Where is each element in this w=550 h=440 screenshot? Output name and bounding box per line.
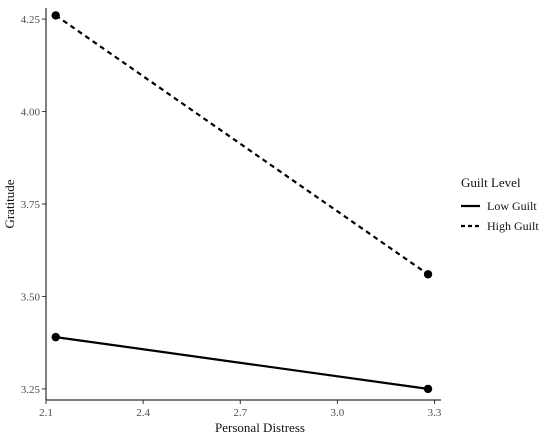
x-tick-label: 3.0 [331, 407, 345, 419]
y-tick-label: 3.75 [21, 199, 41, 211]
y-axis-title: Gratitude [2, 179, 17, 228]
data-point-low-guilt [51, 332, 60, 342]
x-tick-label: 2.4 [136, 407, 150, 419]
x-tick-label: 2.1 [39, 407, 53, 419]
y-tick-label: 4.00 [21, 107, 41, 119]
y-tick-label: 3.50 [21, 291, 41, 303]
legend: Guilt Level Low Guilt High Guilt [461, 175, 539, 233]
series-line-low-guilt [55, 336, 429, 390]
legend-title: Guilt Level [461, 175, 521, 190]
axes [45, 8, 441, 401]
series-layer [51, 11, 433, 394]
ticks: 2.1 2.4 2.7 3.0 3.3 3.25 3.50 3.75 4.00 4.25 [21, 14, 442, 419]
data-point-high-guilt [51, 11, 60, 20]
y-tick-label: 3.25 [21, 384, 41, 396]
y-tick-label: 4.25 [21, 14, 41, 26]
data-point-low-guilt [423, 384, 433, 394]
x-axis-title: Personal Distress [215, 420, 305, 435]
legend-label-high-guilt: High Guilt [487, 219, 539, 233]
x-tick-label: 3.3 [428, 407, 442, 419]
legend-label-low-guilt: Low Guilt [487, 199, 537, 213]
data-point-high-guilt [423, 270, 433, 279]
series-line-high-guilt [55, 14, 429, 276]
x-tick-label: 2.7 [233, 407, 247, 419]
